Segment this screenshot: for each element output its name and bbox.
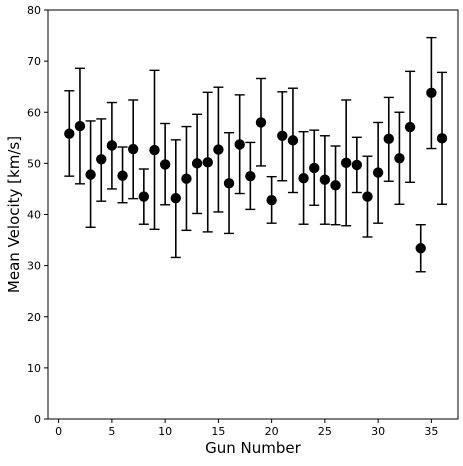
data-point — [117, 170, 128, 181]
y-axis-label: Mean Velocity [km/s] — [5, 136, 23, 293]
data-point — [106, 140, 118, 151]
data-point — [96, 154, 107, 165]
data-point — [127, 143, 139, 155]
data-point — [309, 162, 320, 174]
x-tick-label: 10 — [158, 425, 172, 438]
data-point — [351, 159, 363, 171]
y-tick-label: 40 — [27, 209, 41, 222]
x-tick-label: 20 — [265, 425, 279, 438]
data-point — [255, 117, 267, 128]
data-point — [415, 243, 426, 254]
plot-frame — [47, 9, 459, 420]
x-axis-label: Gun Number — [205, 439, 301, 457]
y-tick-label: 50 — [27, 157, 41, 170]
data-point — [330, 180, 341, 191]
y-tick-label: 70 — [27, 55, 41, 68]
data-point — [298, 173, 309, 184]
data-point — [340, 157, 352, 169]
data-point — [159, 159, 171, 170]
data-point — [436, 133, 448, 144]
x-tick-label: 0 — [55, 425, 62, 438]
y-tick-label: 20 — [27, 311, 41, 324]
data-point — [319, 174, 331, 185]
data-point — [191, 158, 203, 169]
data-point — [383, 133, 394, 145]
x-tick-label: 25 — [318, 425, 332, 438]
data-point — [223, 178, 235, 189]
data-point — [372, 167, 384, 178]
data-point — [138, 191, 150, 202]
data-point — [362, 191, 373, 202]
data-point — [404, 121, 416, 133]
axes-layer: 0 5 10 15 20 25 30 35 0 10 20 30 40 50 60 70 80 — [27, 4, 459, 438]
x-tick-label: 15 — [211, 425, 225, 438]
series-layer — [64, 36, 448, 273]
data-point — [266, 194, 277, 206]
data-point — [170, 192, 181, 204]
data-point — [287, 135, 299, 146]
y-tick-label: 10 — [27, 362, 41, 375]
data-point — [202, 157, 213, 168]
data-point — [74, 120, 86, 132]
data-point — [149, 144, 160, 156]
y-tick-label: 0 — [34, 413, 41, 426]
data-point — [181, 173, 192, 184]
y-tick-label: 80 — [27, 4, 41, 17]
data-point — [426, 87, 437, 99]
x-tick-label: 35 — [424, 425, 438, 438]
data-point — [85, 169, 96, 180]
x-tick-label: 30 — [371, 425, 385, 438]
data-point — [394, 153, 405, 164]
data-point — [245, 170, 256, 182]
y-tick-label: 60 — [27, 106, 41, 119]
data-point — [277, 130, 288, 141]
y-tick-label: 30 — [27, 260, 41, 273]
data-point — [64, 128, 75, 139]
x-tick-label: 5 — [108, 425, 115, 438]
data-point — [234, 139, 245, 150]
data-point — [213, 144, 224, 155]
